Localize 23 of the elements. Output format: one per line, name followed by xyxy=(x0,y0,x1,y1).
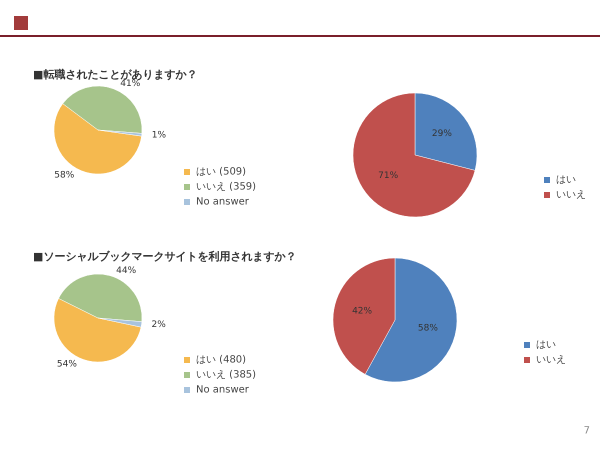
data-label: 44% xyxy=(116,266,137,276)
chart-title: ■ソーシャルブックマークサイトを利用されますか？ xyxy=(33,250,296,263)
legend-label: いいえ (359) xyxy=(196,182,256,192)
data-label: 71% xyxy=(378,170,399,181)
data-label: 58% xyxy=(54,170,75,180)
legend-label: いいえ (385) xyxy=(196,370,256,380)
data-label: 1% xyxy=(152,130,166,140)
legend-label: はい (480) xyxy=(196,354,246,366)
data-label: 42% xyxy=(352,306,373,317)
chart-title: ■転職されたことがありますか？ xyxy=(33,68,198,81)
text: 7 xyxy=(584,426,590,436)
legend-label: No answer xyxy=(196,384,250,396)
data-label: 2% xyxy=(151,320,166,330)
data-label: 54% xyxy=(56,359,78,370)
legend-label: はい (509) xyxy=(196,166,246,178)
legend-label: いいえ xyxy=(536,354,566,366)
legend-label: No answer xyxy=(196,196,250,208)
data-label: 58% xyxy=(418,323,438,334)
legend-label: いいえ xyxy=(556,190,586,200)
legend-label: はい xyxy=(556,174,576,186)
legend-label: はい xyxy=(536,340,556,350)
data-label: 41% xyxy=(120,79,141,90)
data-label: 29% xyxy=(432,129,452,140)
